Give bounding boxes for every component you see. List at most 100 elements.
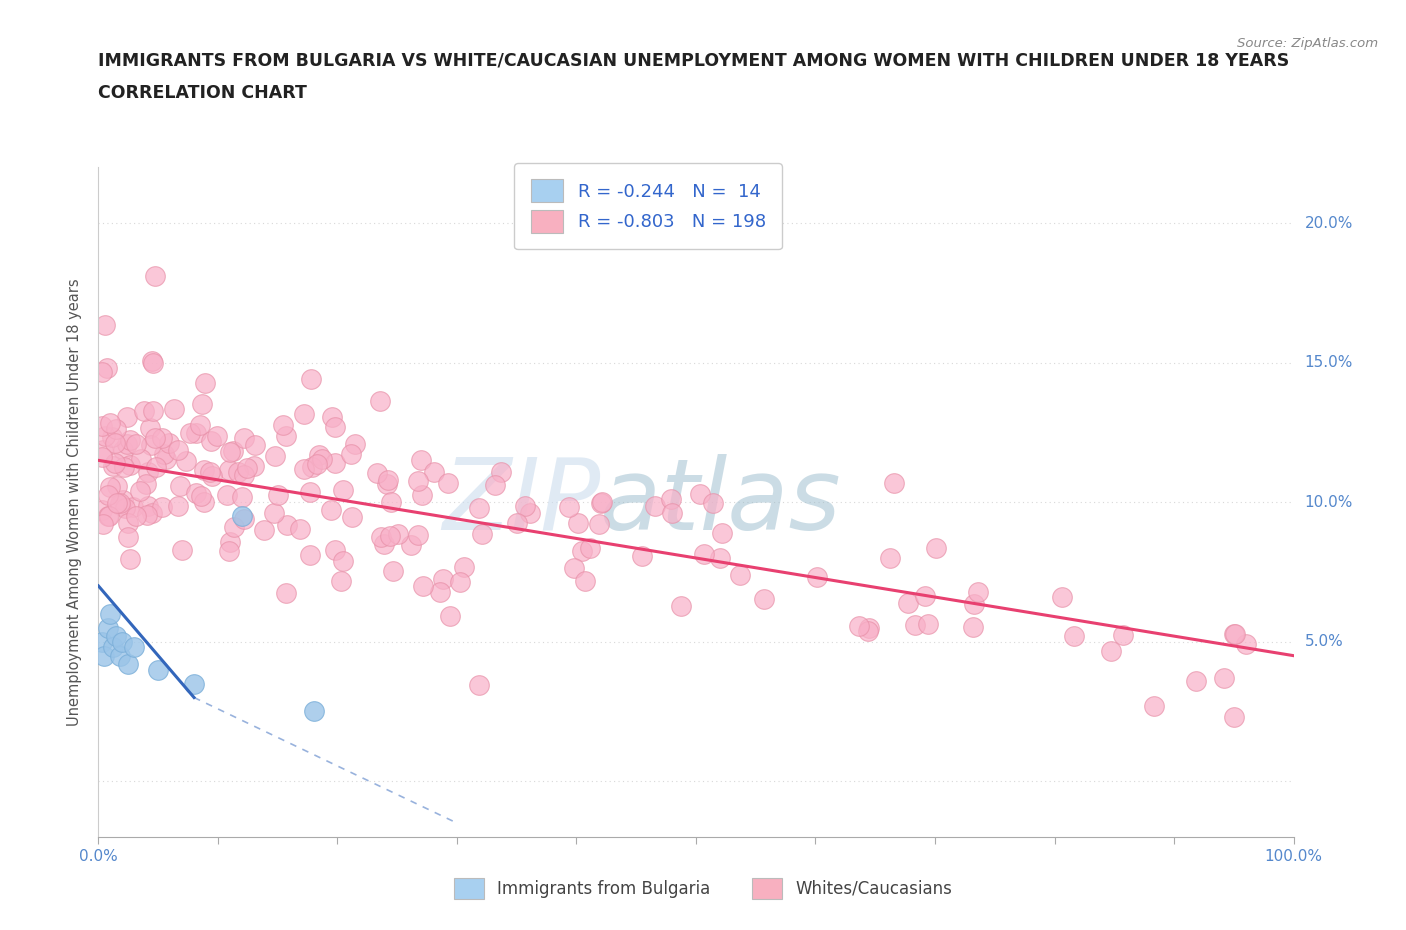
- Point: [136, 498, 159, 513]
- Point: [589, 496, 612, 511]
- Point: [143, 269, 166, 284]
- Legend: R = -0.244   N =  14, R = -0.803   N = 198: R = -0.244 N = 14, R = -0.803 N = 198: [515, 163, 782, 249]
- Point: [117, 529, 139, 544]
- Point: [157, 436, 180, 451]
- Point: [124, 640, 146, 655]
- Point: [142, 404, 165, 418]
- Point: [169, 479, 191, 494]
- Point: [98, 606, 122, 621]
- Point: [155, 451, 177, 466]
- Point: [375, 476, 398, 491]
- Point: [858, 620, 880, 635]
- Point: [263, 505, 285, 520]
- Point: [124, 509, 146, 524]
- Text: Source: ZipAtlas.com: Source: ZipAtlas.com: [1237, 37, 1378, 50]
- Point: [111, 634, 134, 649]
- Point: [1185, 674, 1208, 689]
- Point: [858, 624, 880, 639]
- Point: [96, 361, 118, 376]
- Point: [118, 432, 141, 447]
- Point: [97, 509, 120, 524]
- Point: [319, 503, 342, 518]
- Point: [94, 428, 117, 443]
- Point: [167, 498, 190, 513]
- Point: [962, 619, 984, 634]
- Point: [111, 493, 134, 508]
- Point: [253, 523, 276, 538]
- Point: [1223, 627, 1246, 642]
- Point: [117, 515, 139, 530]
- Point: [217, 487, 239, 502]
- Point: [711, 525, 734, 540]
- Point: [91, 365, 114, 379]
- Point: [228, 465, 250, 480]
- Point: [193, 462, 215, 477]
- Text: 15.0%: 15.0%: [1305, 355, 1353, 370]
- Point: [925, 540, 948, 555]
- Point: [1213, 671, 1236, 685]
- Point: [184, 485, 207, 500]
- Point: [340, 510, 363, 525]
- Point: [218, 445, 240, 459]
- Point: [188, 418, 211, 432]
- Point: [411, 453, 433, 468]
- Point: [224, 520, 246, 535]
- Point: [98, 479, 121, 494]
- Point: [276, 518, 298, 533]
- Point: [153, 446, 176, 461]
- Point: [117, 437, 139, 452]
- Point: [100, 430, 122, 445]
- Point: [108, 498, 131, 512]
- Point: [571, 543, 593, 558]
- Point: [630, 548, 652, 563]
- Point: [848, 618, 870, 633]
- Point: [401, 538, 423, 552]
- Point: [340, 446, 363, 461]
- Point: [702, 496, 724, 511]
- Point: [150, 431, 173, 445]
- Point: [266, 488, 288, 503]
- Point: [136, 508, 159, 523]
- Point: [709, 551, 731, 565]
- Text: atlas: atlas: [600, 454, 842, 551]
- Point: [145, 460, 167, 475]
- Point: [98, 509, 121, 524]
- Point: [429, 585, 451, 600]
- Point: [904, 618, 927, 632]
- Point: [91, 502, 114, 517]
- Point: [105, 496, 128, 511]
- Point: [141, 355, 163, 370]
- Point: [170, 542, 193, 557]
- Point: [967, 585, 990, 600]
- Point: [302, 704, 325, 719]
- Point: [406, 473, 429, 488]
- Point: [128, 484, 150, 498]
- Point: [236, 461, 259, 476]
- Point: [105, 629, 128, 644]
- Point: [91, 419, 114, 434]
- Point: [564, 560, 586, 575]
- Point: [325, 456, 347, 471]
- Point: [432, 572, 454, 587]
- Point: [506, 515, 529, 530]
- Point: [917, 617, 939, 631]
- Point: [408, 527, 430, 542]
- Point: [186, 426, 208, 441]
- Point: [329, 574, 352, 589]
- Legend: Immigrants from Bulgaria, Whites/Caucasians: Immigrants from Bulgaria, Whites/Caucasi…: [440, 864, 966, 912]
- Text: 5.0%: 5.0%: [1305, 634, 1343, 649]
- Point: [135, 476, 157, 491]
- Point: [221, 444, 243, 458]
- Point: [150, 499, 173, 514]
- Point: [387, 526, 409, 541]
- Point: [243, 438, 266, 453]
- Point: [121, 499, 143, 514]
- Point: [579, 541, 602, 556]
- Point: [381, 564, 404, 578]
- Point: [292, 406, 315, 421]
- Point: [299, 371, 322, 386]
- Point: [693, 547, 716, 562]
- Point: [471, 526, 494, 541]
- Point: [879, 551, 901, 565]
- Point: [108, 648, 131, 663]
